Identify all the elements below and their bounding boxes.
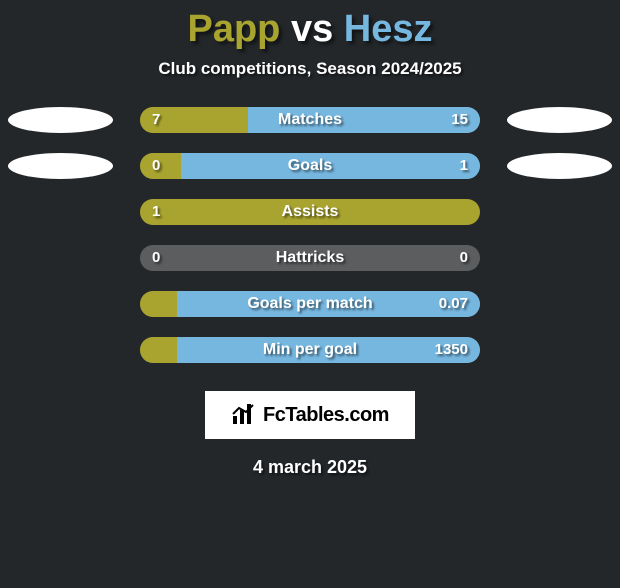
bar-track [140, 291, 480, 317]
stat-row: Goals per match0.07 [0, 291, 620, 317]
stat-row: 0Hattricks0 [0, 245, 620, 271]
player2-name: Hesz [344, 8, 433, 50]
bar-track [140, 199, 480, 225]
bar-right [177, 291, 480, 317]
vs-text: vs [280, 8, 343, 50]
footer-date: 4 march 2025 [0, 457, 620, 478]
bar-left [140, 291, 177, 317]
page-title: Papp vs Hesz [0, 8, 620, 51]
bar-right [177, 337, 480, 363]
chart-icon [231, 404, 257, 426]
stat-row: 7Matches15 [0, 107, 620, 133]
avatar-placeholder-right [507, 107, 612, 133]
bar-left [140, 199, 480, 225]
stat-row: Min per goal1350 [0, 337, 620, 363]
brand-logo: FcTables.com [205, 391, 415, 439]
player1-name: Papp [187, 8, 280, 50]
bar-right [181, 153, 480, 179]
brand-text: FcTables.com [263, 404, 389, 427]
bar-right [248, 107, 480, 133]
bar-track [140, 337, 480, 363]
bar-left [140, 107, 248, 133]
avatar-placeholder-left [8, 107, 113, 133]
bar-track [140, 107, 480, 133]
comparison-rows: 7Matches15 0Goals1 1Assists 0Hattricks0 Goal… [0, 107, 620, 363]
bar-track [140, 245, 480, 271]
avatar-placeholder-right [507, 153, 612, 179]
stat-row: 0Goals1 [0, 153, 620, 179]
stat-row: 1Assists [0, 199, 620, 225]
avatar-placeholder-left [8, 153, 113, 179]
subtitle: Club competitions, Season 2024/2025 [0, 59, 620, 79]
bar-left [140, 337, 177, 363]
bar-track [140, 153, 480, 179]
bar-left [140, 153, 181, 179]
